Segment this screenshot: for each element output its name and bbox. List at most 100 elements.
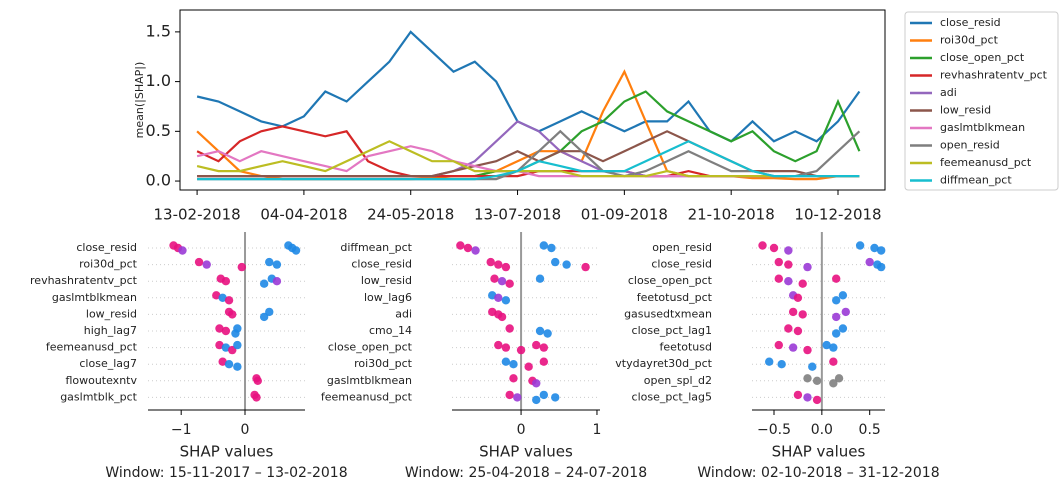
- x-tick-label: 0.5: [859, 422, 881, 438]
- feature-label: diffmean_pct: [340, 241, 412, 254]
- shap-dot: [829, 357, 838, 366]
- x-tick-label: 01-09-2018: [581, 206, 668, 224]
- x-tick-label: 10-12-2018: [794, 206, 881, 224]
- shap-dot: [253, 376, 262, 385]
- shap-dot: [547, 243, 556, 253]
- shap-dot: [212, 291, 221, 300]
- shap-dot: [784, 260, 793, 269]
- series-line: [196, 140, 860, 178]
- shap-dot: [505, 324, 514, 333]
- shap-dot: [494, 340, 503, 350]
- y-tick-label: 0.5: [146, 121, 171, 140]
- legend-label: diffmean_pct: [940, 174, 1012, 187]
- shap-dot: [551, 257, 560, 267]
- shap-dot: [876, 246, 886, 255]
- x-tick-label: 13-07-2018: [474, 206, 561, 224]
- shap-dot: [505, 390, 514, 400]
- feature-label: low_resid: [86, 307, 137, 320]
- shap-dot: [501, 262, 511, 272]
- x-tick-label: 24-05-2018: [367, 206, 454, 224]
- shap-dot: [539, 357, 549, 366]
- panel-title: Window: 25-04-2018 – 24-07-2018: [405, 465, 647, 481]
- shap-dot: [829, 343, 838, 352]
- shap-dot: [784, 324, 793, 333]
- series-line: [197, 140, 860, 181]
- series-line: [196, 30, 861, 143]
- legend-label: feemeanusd_pct: [940, 156, 1032, 169]
- shap-dot: [539, 241, 549, 250]
- shap-dot: [524, 362, 533, 371]
- legend-label: low_resid: [940, 104, 991, 117]
- shap-dot: [581, 262, 590, 272]
- x-tick-label: 21-10-2018: [688, 206, 775, 224]
- shap-dot: [218, 357, 227, 366]
- x-axis-label: SHAP values: [479, 443, 573, 461]
- shap-dot: [224, 360, 234, 369]
- shap-dot: [784, 277, 793, 286]
- shap-dot: [793, 390, 803, 400]
- shap-dot: [259, 279, 269, 288]
- shap-dot: [233, 362, 242, 371]
- shap-dot: [501, 357, 511, 366]
- shap-dot: [509, 374, 518, 383]
- x-tick-label: 0: [241, 422, 250, 438]
- shap-dot: [838, 324, 848, 333]
- shap-dot: [532, 340, 541, 350]
- shap-dot: [803, 345, 812, 355]
- shap-dot: [532, 395, 541, 405]
- shap-dot: [777, 360, 786, 369]
- feature-label: close_lag7: [79, 357, 137, 370]
- y-tick-label: 0.0: [146, 171, 171, 190]
- legend-label: adi: [940, 86, 957, 99]
- shap-dot: [788, 307, 798, 317]
- shap-dot: [798, 279, 807, 288]
- shap-dot: [812, 395, 822, 405]
- shap-dot: [855, 241, 865, 250]
- shap-dot: [221, 343, 231, 352]
- shap-dot: [870, 243, 879, 253]
- shap-dot: [471, 246, 480, 255]
- shap-dot: [233, 340, 242, 350]
- shap-dot: [834, 374, 844, 383]
- shap-dot: [272, 277, 282, 286]
- legend-label: revhashratentv_pct: [940, 69, 1048, 82]
- feature-label: roi30d_pct: [354, 357, 413, 370]
- shap-dot: [822, 340, 831, 350]
- feature-label: feetotusd: [660, 341, 712, 354]
- shap-dot: [832, 312, 841, 322]
- feature-label: feemeanusd_pct: [46, 341, 138, 354]
- shap-dot: [194, 257, 204, 267]
- feature-label: roi30d_pct: [79, 258, 138, 271]
- x-axis-label: SHAP values: [180, 443, 274, 461]
- shap-dot: [774, 340, 783, 350]
- shap-dot: [252, 393, 261, 402]
- shap-dot: [497, 277, 507, 286]
- feature-label: close_pct_lag1: [632, 324, 712, 337]
- plot-frame: [179, 9, 886, 191]
- shap-dot: [215, 324, 224, 333]
- legend-label: close_open_pct: [940, 51, 1025, 64]
- shap-dot: [516, 345, 526, 355]
- shap-dot: [224, 296, 234, 305]
- shap-dot: [486, 257, 495, 267]
- x-axis-label: SHAP values: [772, 443, 866, 461]
- legend-box: [904, 11, 1059, 191]
- shap-dot: [539, 390, 549, 400]
- panel-title: Window: 15-11-2017 – 13-02-2018: [105, 465, 347, 481]
- shap-dot: [291, 246, 301, 255]
- shap-dot: [539, 343, 549, 352]
- shap-dot: [769, 243, 779, 253]
- legend-label: open_resid: [940, 139, 1000, 152]
- shap-dot: [812, 376, 822, 385]
- x-tick-label: 13-02-2018: [153, 206, 240, 224]
- x-tick-label: −0.5: [757, 422, 791, 438]
- shap-dot: [758, 241, 767, 250]
- shap-dot: [221, 277, 231, 286]
- shap-dot: [215, 340, 224, 350]
- shap-dot: [535, 326, 545, 336]
- feature-label: close_resid: [351, 258, 412, 271]
- shap-dot: [221, 326, 231, 336]
- feature-label: cmo_14: [369, 324, 412, 337]
- shap-dot: [774, 257, 783, 267]
